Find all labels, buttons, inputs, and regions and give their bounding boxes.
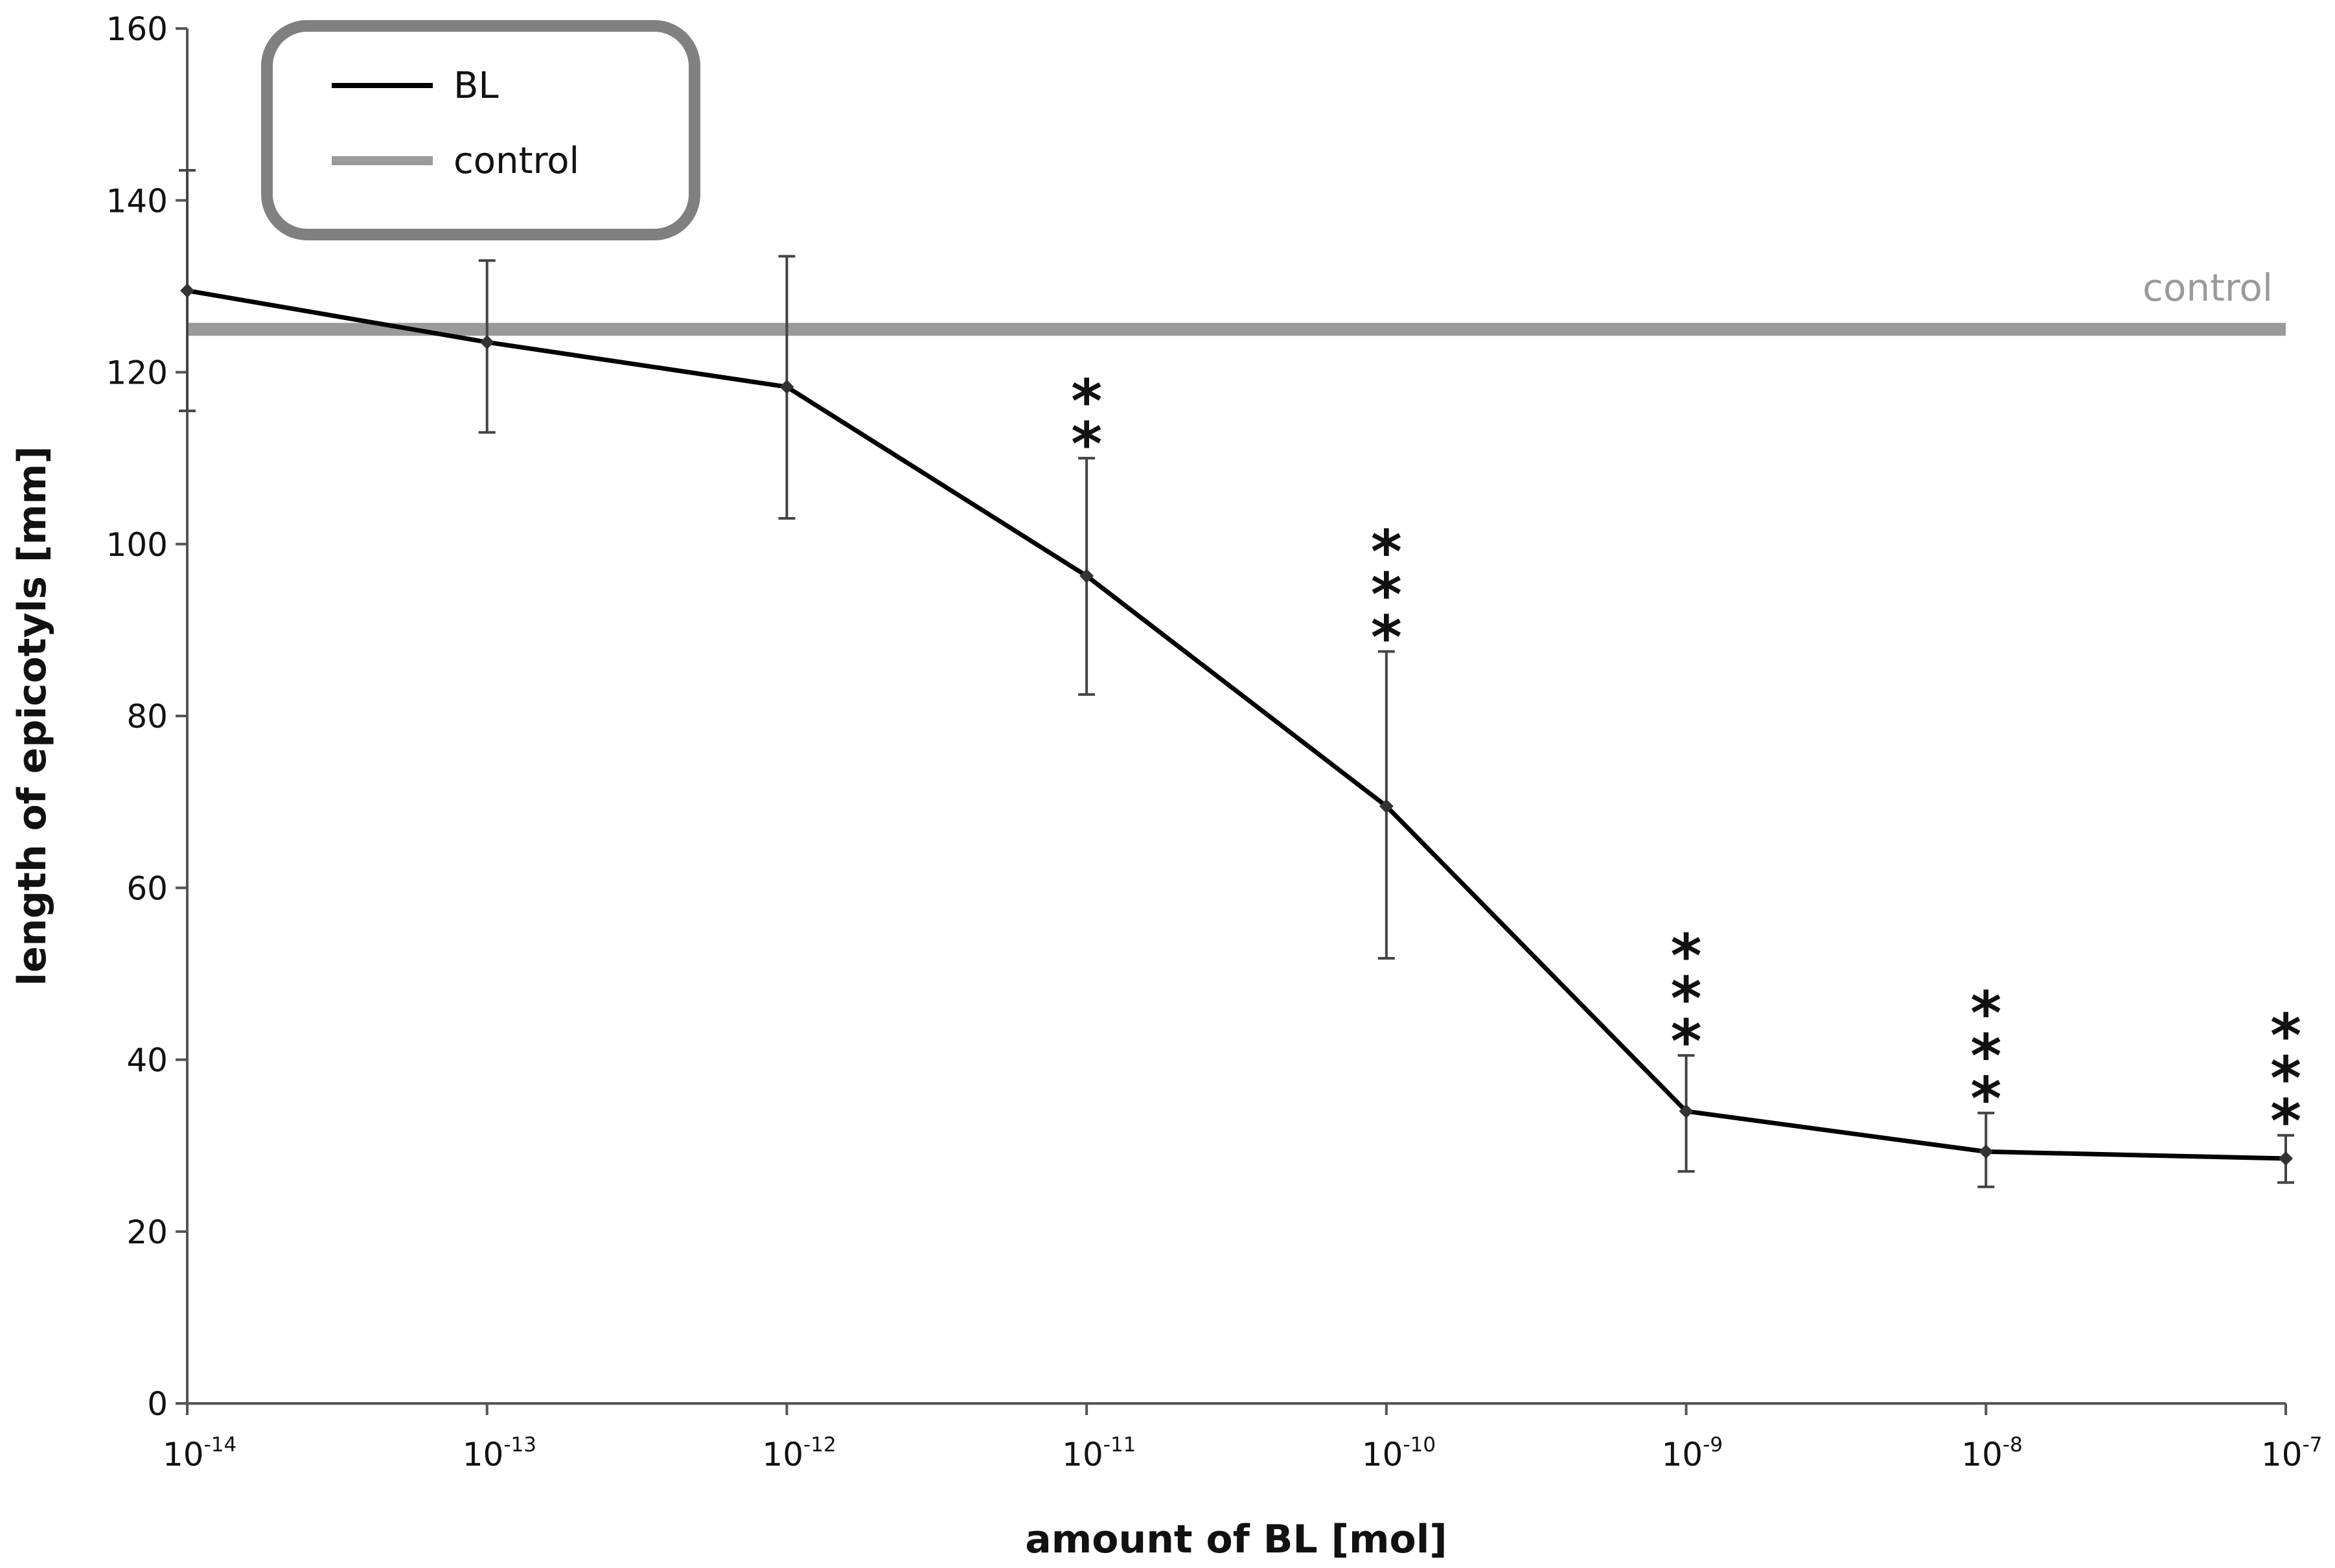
y-tick-label-60: 60 — [126, 870, 168, 907]
sig-star-3-0: * — [1071, 367, 1102, 436]
legend-label-bl: BL — [454, 65, 499, 107]
sig-star-7-1: * — [2270, 1044, 2301, 1113]
sig-star-5-2: * — [1671, 1007, 1702, 1076]
x-ticks: 10-14 10-13 10-12 10-11 10-10 10-9 10-8 10-7 — [163, 1403, 2323, 1473]
series-layer — [180, 283, 2293, 1166]
y-tick-label-40: 40 — [126, 1042, 168, 1079]
x-tick-label--14: 10-14 — [163, 1433, 236, 1473]
sig-star-6-0: * — [1970, 979, 2001, 1048]
y-tick-label-20: 20 — [126, 1214, 168, 1251]
data-point-4 — [1379, 799, 1394, 814]
sig-star-4-1: * — [1371, 560, 1402, 630]
x-tick-label--13: 10-13 — [463, 1433, 536, 1473]
y-axis-title: length of epicotyls [mm] — [10, 446, 55, 986]
x-tick-label--8: 10-8 — [1961, 1433, 2023, 1473]
data-point-3 — [1079, 568, 1094, 583]
legend-box — [261, 20, 700, 240]
sig-star-7-2: * — [2270, 1087, 2301, 1156]
data-point-6 — [1979, 1144, 1994, 1159]
legend: BL control — [261, 20, 700, 240]
data-point-2 — [779, 380, 794, 395]
y-tick-label-80: 80 — [126, 698, 168, 735]
sig-star-6-2: * — [1970, 1065, 2001, 1134]
y-tick-label-120: 120 — [106, 354, 168, 392]
y-tick-label-0: 0 — [147, 1385, 168, 1423]
legend-label-control: control — [454, 140, 579, 182]
x-tick-label--10: 10-10 — [1362, 1433, 1436, 1473]
y-tick-label-100: 100 — [106, 526, 168, 564]
sig-star-4-2: * — [1371, 603, 1402, 673]
sig-star-6-1: * — [1970, 1022, 2001, 1091]
data-point-0 — [180, 283, 194, 298]
control-layer: control — [187, 266, 2286, 336]
data-point-7 — [2279, 1151, 2293, 1166]
significance-stars: ******** ****** — [1071, 367, 2301, 1156]
sig-star-4-0: * — [1371, 518, 1402, 587]
series-line-bl — [187, 288, 2286, 1161]
control-annotation: control — [2143, 266, 2273, 310]
x-tick-label--12: 10-12 — [762, 1433, 836, 1473]
y-ticks: 0 20 40 60 80 100 120 140 160 — [106, 10, 187, 1423]
y-tick-label-140: 140 — [106, 182, 168, 220]
data-point-1 — [479, 335, 494, 350]
sig-star-3-1: * — [1071, 409, 1102, 479]
x-tick-label--7: 10-7 — [2261, 1433, 2323, 1473]
sig-star-5-1: * — [1671, 964, 1702, 1033]
x-axis-title: amount of BL [mol] — [1025, 1517, 1447, 1562]
sig-star-7-0: * — [2270, 1001, 2301, 1070]
sig-star-5-0: * — [1671, 921, 1702, 991]
x-tick-label--9: 10-9 — [1662, 1433, 1723, 1473]
y-tick-label-160: 160 — [106, 10, 168, 48]
x-tick-label--11: 10-11 — [1062, 1433, 1136, 1473]
data-point-5 — [1679, 1104, 1694, 1119]
